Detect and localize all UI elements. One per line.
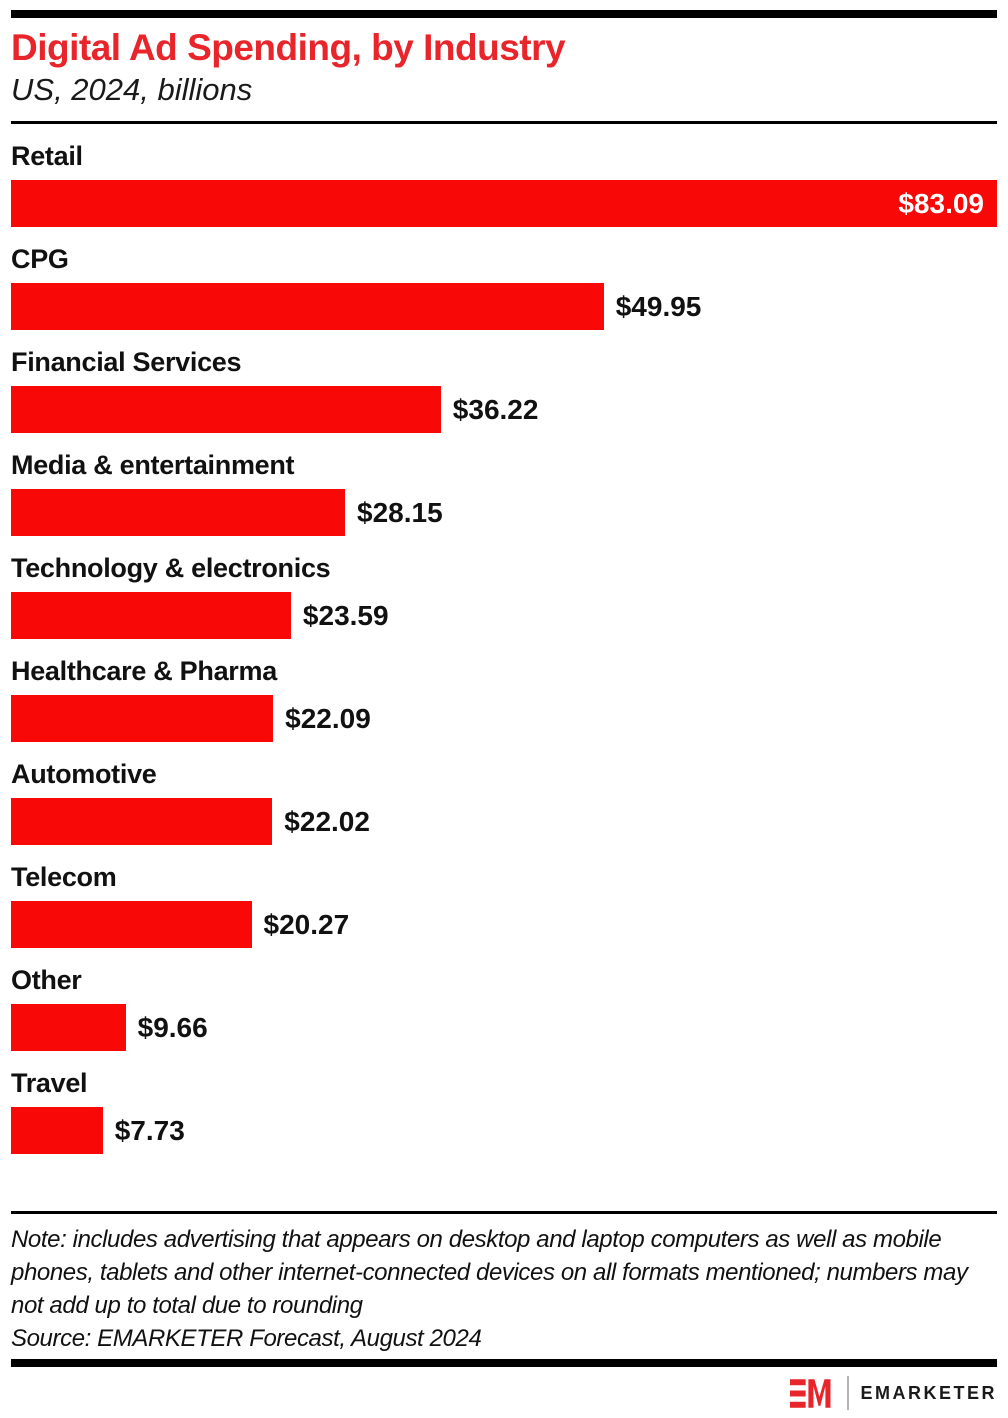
bar [11,283,604,330]
value-label: $83.09 [898,187,984,219]
emarketer-logo: EMARKETER [11,1376,997,1410]
bottom-rule [11,1359,997,1367]
bar-track: $23.59 [11,592,997,639]
bar-track: $7.73 [11,1107,997,1154]
bar-track: $49.95 [11,283,997,330]
source-text: Source: EMARKETER Forecast, August 2024 [11,1325,482,1352]
chart-subtitle: US, 2024, billions [11,72,253,107]
bar-row: Financial Services $36.22 [11,347,997,433]
category-label: Healthcare & Pharma [11,656,277,686]
category-label: Other [11,965,82,995]
bar-row: Telecom $20.27 [11,862,997,948]
bar-track: $83.09 [11,180,997,227]
bar-track: $36.22 [11,386,997,433]
bar [11,386,441,433]
category-label: Financial Services [11,347,242,377]
header-divider [11,121,997,124]
category-label: CPG [11,244,69,274]
bar [11,592,291,639]
bar-row: Retail $83.09 [11,141,997,227]
category-label: Automotive [11,759,157,789]
bar-track: $20.27 [11,901,997,948]
bar [11,798,273,845]
note-text: Note: includes advertising that appears … [11,1226,968,1319]
bar [11,489,346,536]
bar-row: Automotive $22.02 [11,759,997,845]
value-label: $9.66 [137,1011,208,1043]
category-label: Retail [11,141,83,171]
footer-divider [11,1211,997,1214]
value-label: $23.59 [302,599,389,631]
value-label: $22.09 [285,702,371,734]
bar [11,1107,103,1154]
bar-track: $22.02 [11,798,997,845]
category-label: Media & entertainment [11,450,295,480]
bar [11,901,252,948]
chart-title: Digital Ad Spending, by Industry [11,27,566,68]
bar-row: Other $9.66 [11,965,997,1051]
bar-track: $28.15 [11,489,997,536]
emarketer-em-icon [790,1378,831,1408]
bar-row: Media & entertainment $28.15 [11,450,997,536]
bar [11,695,274,742]
category-label: Travel [11,1068,88,1098]
bar-chart: Retail $83.09 CPG $49.95 Financial Servi… [11,141,997,1154]
value-label: $22.02 [284,805,370,837]
value-label: $20.27 [263,908,350,940]
bar-row: Technology & electronics $23.59 [11,553,997,639]
value-label: $28.15 [357,496,443,528]
bar [11,1004,126,1051]
value-label: $49.95 [615,290,702,322]
chart-page: Digital Ad Spending, by Industry US, 202… [0,10,1008,1418]
logo-wordmark: EMARKETER [860,1382,997,1403]
category-label: Telecom [11,862,117,892]
bar-track: $9.66 [11,1004,997,1051]
bar: $83.09 [11,180,997,227]
bar-row: CPG $49.95 [11,244,997,330]
value-label: $36.22 [452,393,539,425]
bar-row: Travel $7.73 [11,1068,997,1154]
top-rule [11,10,997,18]
category-label: Technology & electronics [11,553,331,583]
logo-separator [847,1376,850,1410]
bar-track: $22.09 [11,695,997,742]
bar-row: Healthcare & Pharma $22.09 [11,656,997,742]
value-label: $7.73 [114,1114,185,1146]
